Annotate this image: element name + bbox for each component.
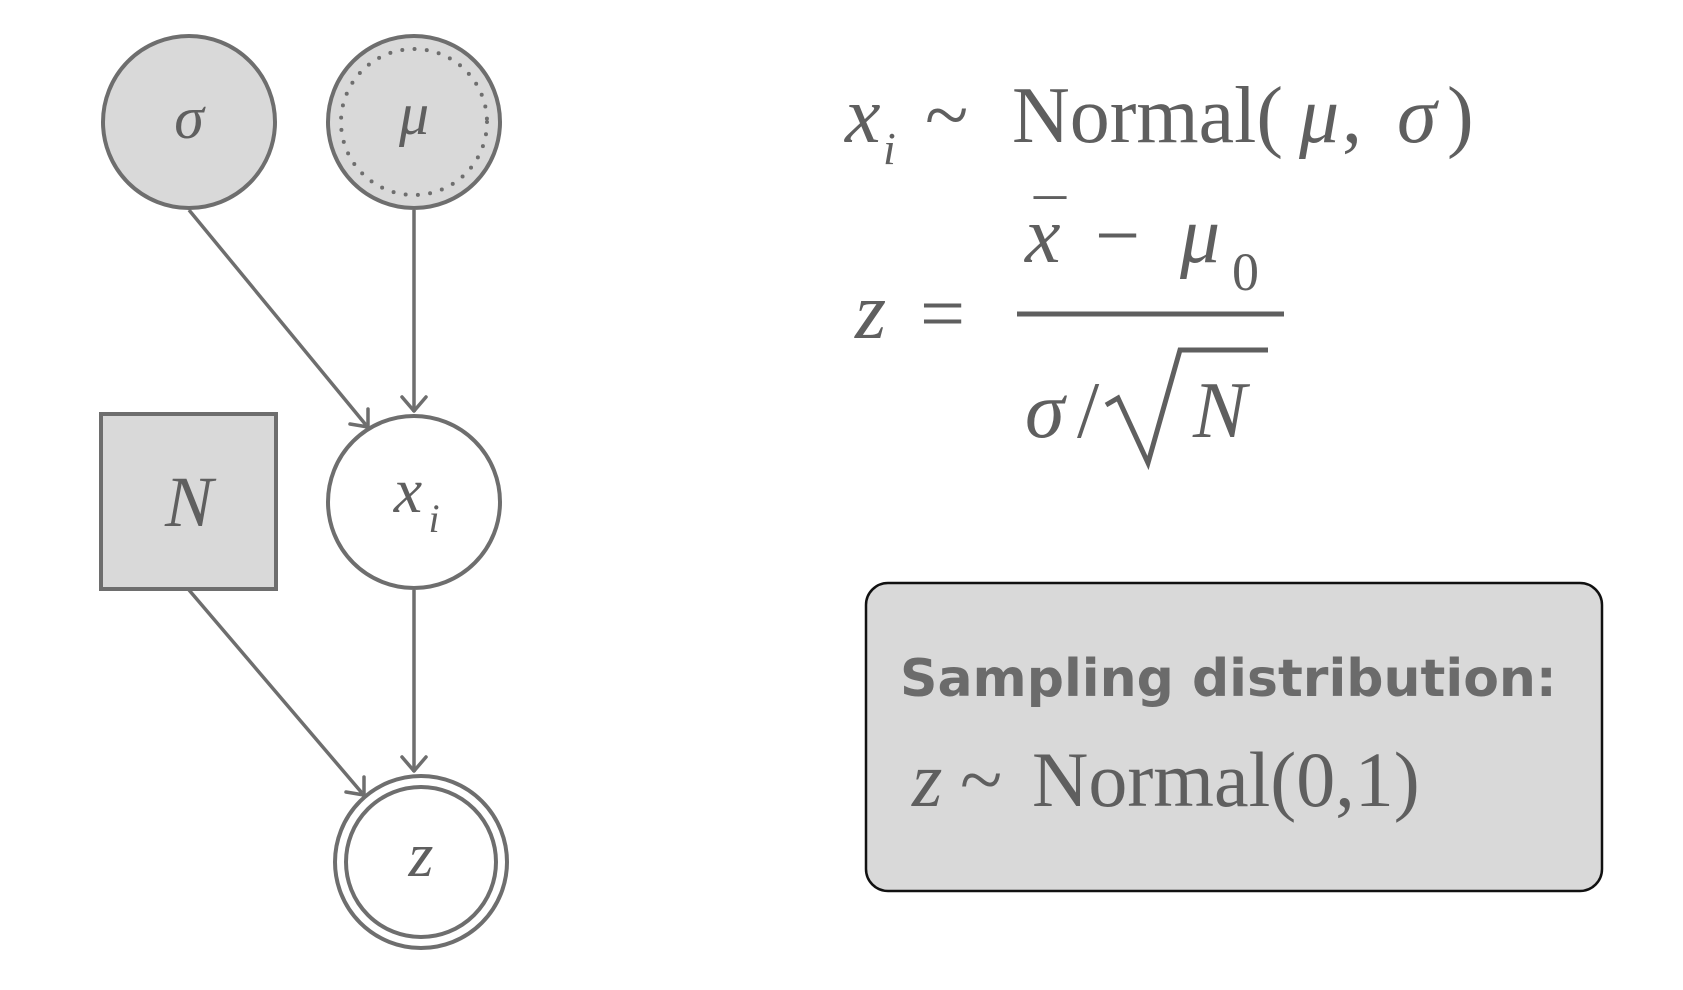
equation-zscore-den-slash: / [1077,367,1100,455]
node-z-label: z [408,819,434,890]
equation-zscore-sqrt-sign [1104,347,1268,471]
equation-zscore: z = x ¯ − μ 0 σ / N [854,187,1284,471]
callout-var: z [911,736,942,823]
node-x-subscript: i [428,496,439,541]
equation-zscore-num-sub: 0 [1232,242,1259,302]
node-mu-label: μ [398,81,429,147]
node-x: x i [326,414,502,590]
node-N: N [99,412,278,591]
equation-zscore-num-xbar: x [1024,192,1061,280]
equation-likelihood-dist: Normal( [1012,72,1283,160]
callout-box [864,581,1604,893]
callout-rel: ~ [960,736,1002,823]
callout-dist: Normal(0,1) [1032,736,1420,823]
edge-sigma-to-x [187,208,368,427]
node-sigma: σ [101,34,277,210]
equation-likelihood-arg1: μ [1298,72,1339,160]
equation-likelihood-close: ) [1447,72,1474,160]
equation-likelihood-var: x [844,72,881,160]
node-z: z [333,774,509,950]
equation-zscore-num-bar: ¯ [1033,187,1067,258]
node-x-label: x [393,455,422,526]
node-z-outer-circle [333,774,509,950]
equation-likelihood: x i ~ Normal( μ , σ ) [844,72,1474,174]
node-sigma-label: σ [174,85,206,151]
equation-zscore-den-N: N [1192,367,1251,455]
node-x-circle [326,414,502,590]
node-mu-circle [326,34,502,210]
equation-likelihood-arg2: σ [1397,72,1439,160]
equation-likelihood-sep: , [1342,72,1362,160]
equation-zscore-num-minus: − [1095,192,1140,280]
edges [187,208,428,797]
equation-likelihood-rel: ~ [925,72,968,160]
node-N-square [99,412,278,591]
node-z-inner-circle [344,785,498,939]
equation-zscore-num-mu: μ [1179,192,1220,280]
equation-zscore-lhs: z [854,268,886,356]
node-N-label: N [164,462,217,542]
edge-N-to-z [187,588,364,795]
edge-mu-to-x-arrowhead [400,395,428,413]
equation-zscore-eq: = [920,270,965,358]
edge-x-to-z-arrowhead [400,755,428,773]
node-mu: μ [326,34,502,210]
callout-title: Sampling distribution: [900,649,1557,709]
node-sigma-circle [101,34,277,210]
equation-zscore-den-sigma: σ [1025,367,1067,455]
sampling-distribution-callout: Sampling distribution: z ~ Normal(0,1) [864,581,1604,893]
node-mu-dotted-ring [339,47,489,197]
equation-likelihood-sub: i [883,123,896,174]
